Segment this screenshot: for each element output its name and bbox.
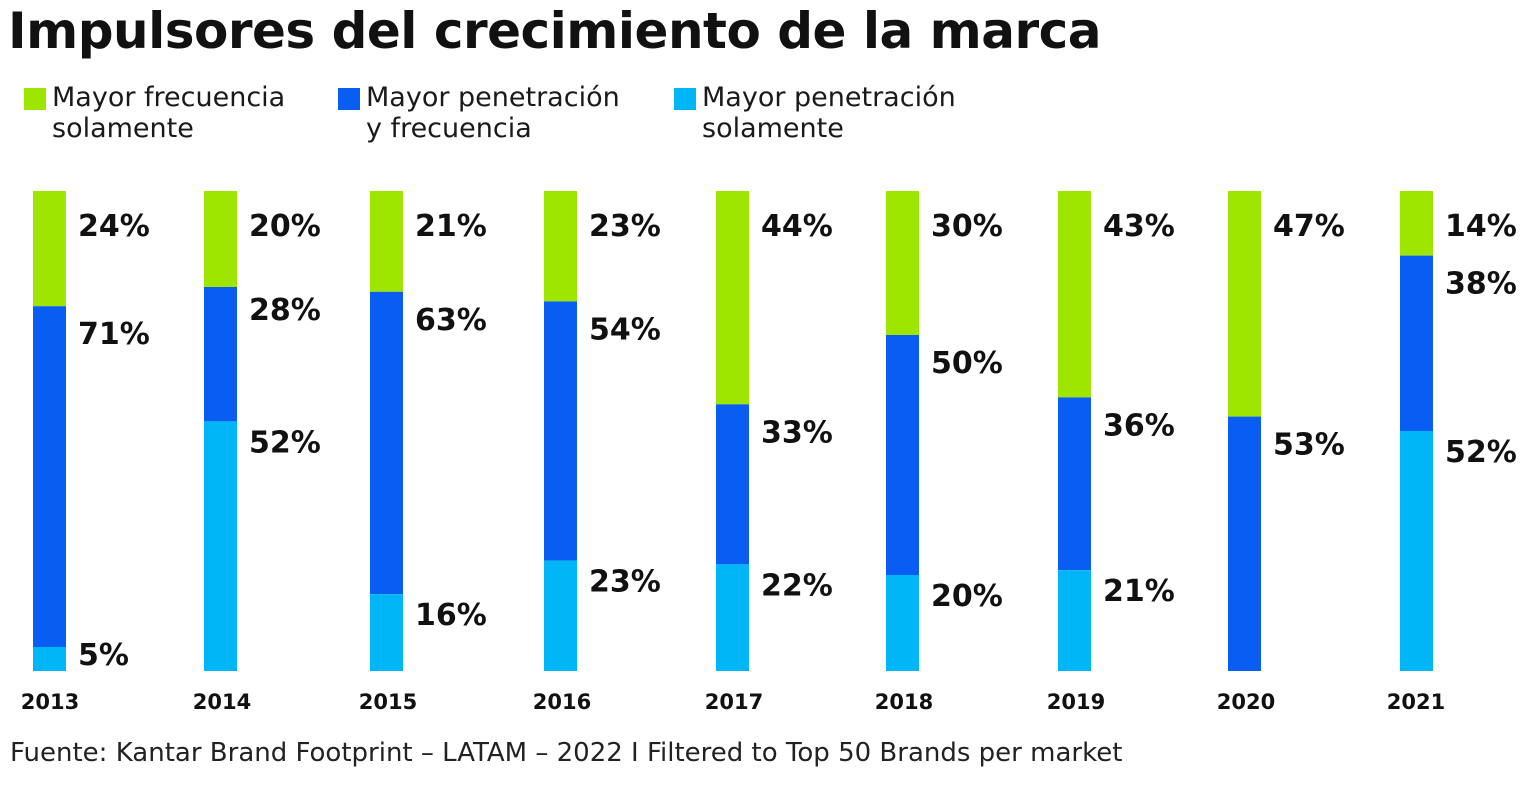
- data-label-2015-s1: 63%: [415, 303, 487, 338]
- bar-segment-2018-s2: [886, 575, 919, 671]
- bar-segment-2014-s0: [204, 191, 237, 287]
- data-label-2020-s1: 53%: [1273, 428, 1345, 463]
- data-label-2014-s1: 28%: [249, 293, 321, 328]
- bar-segment-2017-s0: [716, 191, 749, 405]
- data-label-2021-s2: 52%: [1445, 435, 1517, 470]
- bar-segment-2021-s0: [1400, 191, 1433, 256]
- bar-segment-2013-s0: [33, 191, 66, 307]
- bar-segment-2019-s1: [1058, 397, 1091, 571]
- chart-title: Impulsores del crecimiento de la marca: [8, 2, 1102, 60]
- x-tick-label-2021: 2021: [1387, 690, 1445, 714]
- legend-item-penetration-only: Mayor penetración solamente: [674, 82, 956, 144]
- bar-segment-2015-s1: [370, 291, 403, 595]
- legend: Mayor frecuencia solamente Mayor penetra…: [0, 82, 1539, 152]
- bar-segment-2019-s2: [1058, 570, 1091, 671]
- data-label-2013-s2: 5%: [78, 638, 129, 673]
- data-label-2021-s1: 38%: [1445, 267, 1517, 302]
- data-label-2016-s1: 54%: [589, 312, 661, 347]
- data-label-2019-s1: 36%: [1103, 408, 1175, 443]
- legend-item-frequency-only: Mayor frecuencia solamente: [24, 82, 285, 144]
- legend-item-penetration-and-frequency: Mayor penetración y frecuencia: [338, 82, 620, 144]
- x-tick-label-2018: 2018: [875, 690, 933, 714]
- source-note: Fuente: Kantar Brand Footprint – LATAM –…: [10, 738, 1123, 768]
- data-label-2017-s2: 22%: [761, 568, 833, 603]
- legend-label-frequency-only: Mayor frecuencia solamente: [52, 82, 286, 144]
- bar-segment-2016-s0: [544, 191, 577, 302]
- data-label-2013-s1: 71%: [78, 317, 150, 352]
- bar-segment-2013-s2: [33, 647, 66, 671]
- data-label-2019-s2: 21%: [1103, 574, 1175, 609]
- stacked-bar-chart: 24% 71% 5% 2013 20% 28% 52% 2014 21% 63% 16% 2015 23…: [21, 191, 1517, 714]
- data-label-2015-s2: 16%: [415, 598, 487, 633]
- x-tick-label-2020: 2020: [1217, 690, 1275, 714]
- x-tick-label-2014: 2014: [193, 690, 251, 714]
- bar-segment-2014-s2: [204, 421, 237, 671]
- data-label-2018-s2: 20%: [931, 579, 1003, 614]
- bar-segment-2018-s1: [886, 335, 919, 575]
- legend-swatch-penetration-and-frequency: [338, 88, 360, 110]
- bar-segment-2014-s1: [204, 287, 237, 422]
- data-label-2021-s0: 14%: [1445, 209, 1517, 244]
- data-label-2019-s0: 43%: [1103, 209, 1175, 244]
- data-label-2018-s1: 50%: [931, 346, 1003, 381]
- bar-segment-2016-s2: [544, 560, 577, 671]
- data-label-2017-s0: 44%: [761, 209, 833, 244]
- data-label-2013-s0: 24%: [78, 209, 150, 244]
- bar-segment-2017-s2: [716, 564, 749, 671]
- bar-segment-2015-s2: [370, 594, 403, 671]
- data-label-2016-s2: 23%: [589, 565, 661, 600]
- bar-segment-2017-s1: [716, 404, 749, 565]
- data-label-2014-s0: 20%: [249, 209, 321, 244]
- data-label-2020-s0: 47%: [1273, 209, 1345, 244]
- x-tick-label-2017: 2017: [705, 690, 763, 714]
- x-tick-label-2019: 2019: [1047, 690, 1105, 714]
- bar-segment-2020-s0: [1228, 191, 1261, 417]
- bar-segment-2016-s1: [544, 301, 577, 561]
- bar-segment-2021-s2: [1400, 431, 1433, 671]
- x-tick-label-2016: 2016: [533, 690, 591, 714]
- x-tick-label-2015: 2015: [359, 690, 417, 714]
- bar-segment-2020-s1: [1228, 416, 1261, 671]
- legend-swatch-frequency-only: [24, 88, 46, 110]
- bar-segment-2013-s1: [33, 306, 66, 647]
- data-label-2018-s0: 30%: [931, 209, 1003, 244]
- bar-segment-2019-s0: [1058, 191, 1091, 398]
- bar-segment-2015-s0: [370, 191, 403, 292]
- data-label-2014-s2: 52%: [249, 425, 321, 460]
- legend-swatch-penetration-only: [674, 88, 696, 110]
- legend-label-penetration-and-frequency: Mayor penetración y frecuencia: [366, 82, 620, 144]
- data-label-2017-s1: 33%: [761, 415, 833, 450]
- bar-segment-2018-s0: [886, 191, 919, 335]
- legend-label-penetration-only: Mayor penetración solamente: [702, 82, 956, 144]
- data-label-2015-s0: 21%: [415, 209, 487, 244]
- data-label-2016-s0: 23%: [589, 209, 661, 244]
- x-tick-label-2013: 2013: [21, 690, 79, 714]
- bar-segment-2021-s1: [1400, 255, 1433, 431]
